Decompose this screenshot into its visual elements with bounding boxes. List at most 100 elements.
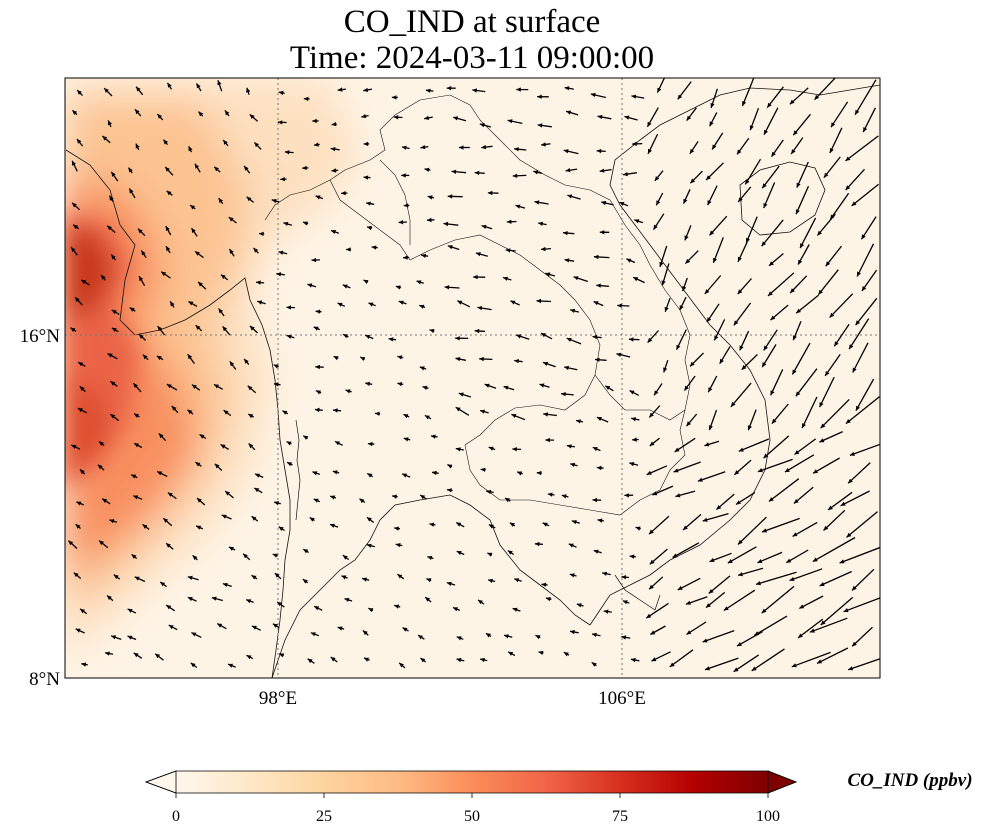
wind-vector-shaft — [847, 658, 880, 671]
wind-vector-head — [274, 501, 279, 506]
myanmar-thai-border — [264, 94, 481, 221]
wind-vector-head — [564, 365, 570, 371]
wind-vector-head — [254, 488, 260, 493]
wind-vector-head — [596, 283, 601, 288]
wind-vector-head — [624, 493, 629, 498]
wind-vector-head — [195, 325, 201, 330]
wind-vector-head — [737, 256, 742, 262]
wind-vector-head — [217, 623, 223, 628]
wind-vector-head — [829, 312, 835, 318]
wind-vector-shaft — [763, 435, 790, 459]
wind-vector-head — [133, 495, 139, 500]
wind-vector-head — [477, 306, 483, 311]
wind-vector-head — [191, 632, 197, 637]
wind-vector-head — [503, 385, 509, 390]
wind-vector-head — [446, 581, 452, 586]
wind-vector-head — [426, 578, 432, 583]
wind-vector-head — [686, 630, 692, 635]
wind-vector-head — [504, 634, 509, 639]
wind-vector-shaft — [814, 78, 837, 101]
wind-vector-head — [818, 289, 823, 295]
wind-vector-shaft — [744, 158, 762, 185]
wind-vector-shaft — [730, 382, 752, 408]
wind-vector-head — [791, 149, 796, 154]
wind-vector-head — [569, 573, 575, 578]
wind-vector-head — [702, 638, 708, 643]
wind-vector-head — [171, 406, 177, 411]
wind-vector-head — [330, 657, 336, 662]
wind-vector-head — [367, 517, 372, 522]
wind-vector-head — [251, 625, 257, 630]
wind-vector-head — [563, 652, 569, 657]
wind-vector-head — [79, 386, 85, 392]
wind-vector-head — [303, 221, 308, 226]
wind-vector-head — [629, 554, 635, 559]
wind-vector-head — [514, 578, 520, 583]
wind-vector-head — [661, 280, 666, 286]
wind-vector-shaft — [819, 376, 835, 408]
wind-vector-head — [593, 254, 599, 260]
wind-vector-head — [330, 147, 336, 152]
wind-vector-head — [754, 631, 760, 636]
wind-vector-head — [727, 559, 733, 564]
wind-vector-head — [424, 115, 429, 120]
wind-vector-head — [733, 667, 739, 672]
wind-vector-head — [166, 605, 172, 610]
wind-vector-head — [733, 320, 739, 326]
wind-vector-head — [196, 83, 201, 89]
wind-vector-head — [596, 148, 602, 154]
wind-vector-head — [401, 145, 407, 150]
wind-vector-head — [403, 255, 408, 260]
wind-vector-head — [745, 179, 750, 185]
wind-vector-head — [429, 522, 435, 527]
wind-vector-head — [737, 642, 742, 647]
myanmar-coast — [65, 149, 291, 678]
wind-vector-head — [416, 280, 422, 285]
wind-vector-head — [570, 308, 576, 313]
wind-vector-head — [576, 603, 582, 608]
wind-vector-head — [222, 326, 228, 332]
wind-vector-head — [367, 441, 373, 447]
wind-vector-head — [246, 655, 252, 660]
wind-vector-head — [623, 171, 628, 177]
wind-vector-head — [840, 501, 846, 506]
wind-vector-head — [769, 261, 774, 266]
wind-vector-head — [139, 334, 144, 339]
wind-vector-head — [160, 582, 166, 587]
wind-vector-head — [742, 101, 747, 106]
wind-vector-head — [545, 272, 551, 277]
wind-vector-head — [802, 423, 806, 429]
wind-vector-head — [647, 121, 652, 127]
wind-vector-head — [244, 358, 249, 364]
wind-vector-head — [170, 301, 175, 307]
wind-vector-head — [533, 170, 539, 175]
wind-vector-head — [187, 409, 193, 415]
wind-vector-head — [333, 356, 339, 361]
wind-vector-head — [155, 653, 161, 659]
wind-vector-head — [861, 234, 866, 240]
wind-vector-head — [685, 600, 691, 605]
wind-vector-head — [341, 191, 346, 196]
wind-vector-head — [855, 109, 860, 115]
wind-vector-head — [75, 628, 81, 633]
wind-vector-head — [243, 553, 248, 559]
wind-vector-head — [107, 595, 112, 601]
wind-vector-shaft — [753, 615, 788, 636]
wind-vector-head — [767, 102, 772, 108]
wind-vector-head — [129, 307, 135, 312]
wind-vector-head — [277, 601, 283, 607]
wind-vector-head — [517, 471, 523, 476]
wind-vector-head — [424, 167, 430, 172]
wind-vector-head — [601, 200, 607, 206]
wind-vector-shaft — [761, 165, 780, 189]
wind-vector-head — [596, 417, 602, 421]
wind-vector-head — [127, 635, 133, 640]
wind-vector-head — [315, 309, 321, 314]
wind-vector-head — [516, 87, 521, 92]
wind-vector-head — [561, 494, 567, 499]
wind-vector-head — [535, 635, 541, 640]
wind-vector-head — [68, 540, 74, 546]
wind-vector-head — [796, 308, 801, 314]
wind-vector-shaft — [827, 491, 853, 511]
wind-vector-head — [746, 237, 750, 243]
